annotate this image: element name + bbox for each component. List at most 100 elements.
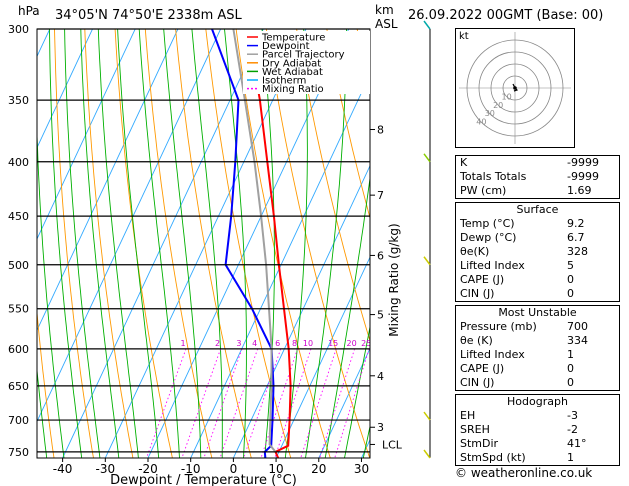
legend-entry: Wet Adiabat bbox=[262, 67, 323, 78]
isotherm-line bbox=[275, 256, 370, 458]
index-row: PW (cm) 1.69 bbox=[456, 184, 619, 198]
km-tick-label: 5 bbox=[377, 309, 384, 322]
most-unstable-row: Pressure (mb) 700 bbox=[456, 320, 619, 334]
surface-row: Dewp (°C) 6.7 bbox=[456, 231, 619, 245]
hodograph-label: StmDir bbox=[460, 437, 499, 450]
surface-row: CAPE (J) 0 bbox=[456, 273, 619, 287]
mixing-ratio-label: 20 bbox=[347, 339, 357, 348]
x-tick-label: -20 bbox=[138, 462, 158, 476]
km-tick-label: 6 bbox=[377, 249, 384, 262]
wind-barb bbox=[423, 411, 431, 421]
hodograph-ring-label: 10 bbox=[502, 92, 512, 101]
x-tick-label: 30 bbox=[354, 462, 369, 476]
hodograph-label: EH bbox=[460, 409, 476, 422]
wet-adiabat-line bbox=[344, 324, 370, 458]
x-tick-label: -10 bbox=[181, 462, 201, 476]
hodograph-panel: Hodograph EH -3 SREH -2 StmDir 41° StmSpd (kt)… bbox=[455, 394, 620, 466]
hodograph-ring-label: 30 bbox=[485, 109, 495, 118]
wet-adiabat-line bbox=[64, 29, 101, 458]
x-tick-label: 10 bbox=[268, 462, 283, 476]
hodograph-ring-label: 40 bbox=[476, 118, 486, 127]
most-unstable-row: CIN (J) 0 bbox=[456, 376, 619, 390]
x-axis-label: Dewpoint / Temperature (°C) bbox=[110, 473, 297, 486]
dry-adiabat-line bbox=[84, 29, 134, 458]
storm-motion-marker bbox=[513, 86, 517, 90]
most-unstable-label: CAPE (J) bbox=[460, 362, 505, 375]
legend-entry: Mixing Ratio bbox=[262, 84, 324, 95]
dry-adiabat-line bbox=[175, 29, 252, 458]
most-unstable-label: θe (K) bbox=[460, 334, 493, 347]
dry-adiabat-line bbox=[144, 29, 213, 458]
isotherm-line bbox=[37, 29, 222, 423]
surface-value: 328 bbox=[567, 245, 588, 258]
pressure-tick-label: 700 bbox=[8, 414, 29, 427]
pressure-tick-label: 350 bbox=[8, 94, 29, 107]
surface-label: Temp (°C) bbox=[460, 217, 515, 230]
surface-value: 5 bbox=[567, 259, 574, 272]
surface-panel: Surface Temp (°C) 9.2 Dewp (°C) 6.7 θe(K) 328… bbox=[455, 202, 620, 302]
x-tick-label: -40 bbox=[53, 462, 73, 476]
hodograph-row: StmDir 41° bbox=[456, 437, 619, 451]
most-unstable-value: 334 bbox=[567, 334, 588, 347]
legend-entry: Dewpoint bbox=[262, 41, 310, 52]
index-value: 1.69 bbox=[567, 184, 592, 197]
surface-label: Dewp (°C) bbox=[460, 231, 517, 244]
surface-label: Lifted Index bbox=[460, 259, 525, 272]
km-tick-label: 8 bbox=[377, 124, 384, 137]
legend-box bbox=[243, 31, 370, 94]
series-temperature bbox=[256, 86, 292, 458]
hodograph-label: StmSpd (kt) bbox=[460, 451, 526, 464]
pressure-tick-label: 550 bbox=[8, 303, 29, 316]
most-unstable-title: Most Unstable bbox=[498, 306, 577, 319]
most-unstable-value: 0 bbox=[567, 376, 574, 389]
km-tick-label: 3 bbox=[377, 421, 384, 434]
surface-title: Surface bbox=[516, 203, 559, 216]
index-value: -9999 bbox=[567, 156, 599, 169]
x-tick-label: 20 bbox=[311, 462, 326, 476]
hodograph-row: EH -3 bbox=[456, 409, 619, 423]
index-value: -9999 bbox=[567, 170, 599, 183]
hodograph-value: 1 bbox=[567, 451, 574, 464]
surface-row: θe(K) 328 bbox=[456, 245, 619, 259]
index-row: K -9999 bbox=[456, 156, 619, 170]
km-label: km bbox=[375, 3, 394, 17]
isotherm-line bbox=[62, 29, 264, 458]
mixing-ratio-label: 1 bbox=[180, 339, 185, 348]
index-label: PW (cm) bbox=[460, 184, 507, 197]
surface-value: 0 bbox=[567, 287, 574, 300]
pressure-tick-label: 500 bbox=[8, 259, 29, 272]
mixing-ratio-label: 4 bbox=[252, 339, 257, 348]
mixing-ratio-label: 8 bbox=[292, 339, 297, 348]
series-dewpoint bbox=[211, 29, 275, 458]
most-unstable-value: 700 bbox=[567, 320, 588, 333]
wet-adiabat-line bbox=[49, 29, 83, 458]
mixing-ratio-label: 2 bbox=[215, 339, 220, 348]
hodograph-row: SREH -2 bbox=[456, 423, 619, 437]
mixing-ratio-label: 6 bbox=[275, 339, 280, 348]
wet-adiabat-line bbox=[362, 424, 370, 458]
legend-entry: Isotherm bbox=[262, 76, 306, 87]
legend-entry: Dry Adiabat bbox=[262, 58, 321, 69]
wet-adiabat-line bbox=[305, 29, 347, 458]
surface-label: CAPE (J) bbox=[460, 273, 505, 286]
index-label: K bbox=[460, 156, 468, 169]
most-unstable-panel: Most Unstable Pressure (mb) 700 θe (K) 334 L… bbox=[455, 305, 620, 391]
most-unstable-label: Pressure (mb) bbox=[460, 320, 537, 333]
isotherm-line bbox=[0, 29, 7, 458]
datetime-title: 26.09.2022 00GMT (Base: 00) bbox=[408, 8, 604, 23]
mixing-ratio-label: 15 bbox=[328, 339, 338, 348]
surface-row: Lifted Index 5 bbox=[456, 259, 619, 273]
surface-value: 6.7 bbox=[567, 231, 585, 244]
most-unstable-value: 1 bbox=[567, 348, 574, 361]
hodograph-title: Hodograph bbox=[507, 395, 568, 408]
surface-value: 9.2 bbox=[567, 217, 585, 230]
most-unstable-row: θe (K) 334 bbox=[456, 334, 619, 348]
wet-adiabat-line bbox=[191, 29, 223, 458]
pressure-tick-label: 650 bbox=[8, 380, 29, 393]
wet-adiabat-line bbox=[224, 29, 247, 458]
pressure-tick-label: 300 bbox=[8, 23, 29, 36]
most-unstable-row: CAPE (J) 0 bbox=[456, 362, 619, 376]
dry-adiabat-line bbox=[114, 29, 173, 458]
index-label: Totals Totals bbox=[460, 170, 527, 183]
